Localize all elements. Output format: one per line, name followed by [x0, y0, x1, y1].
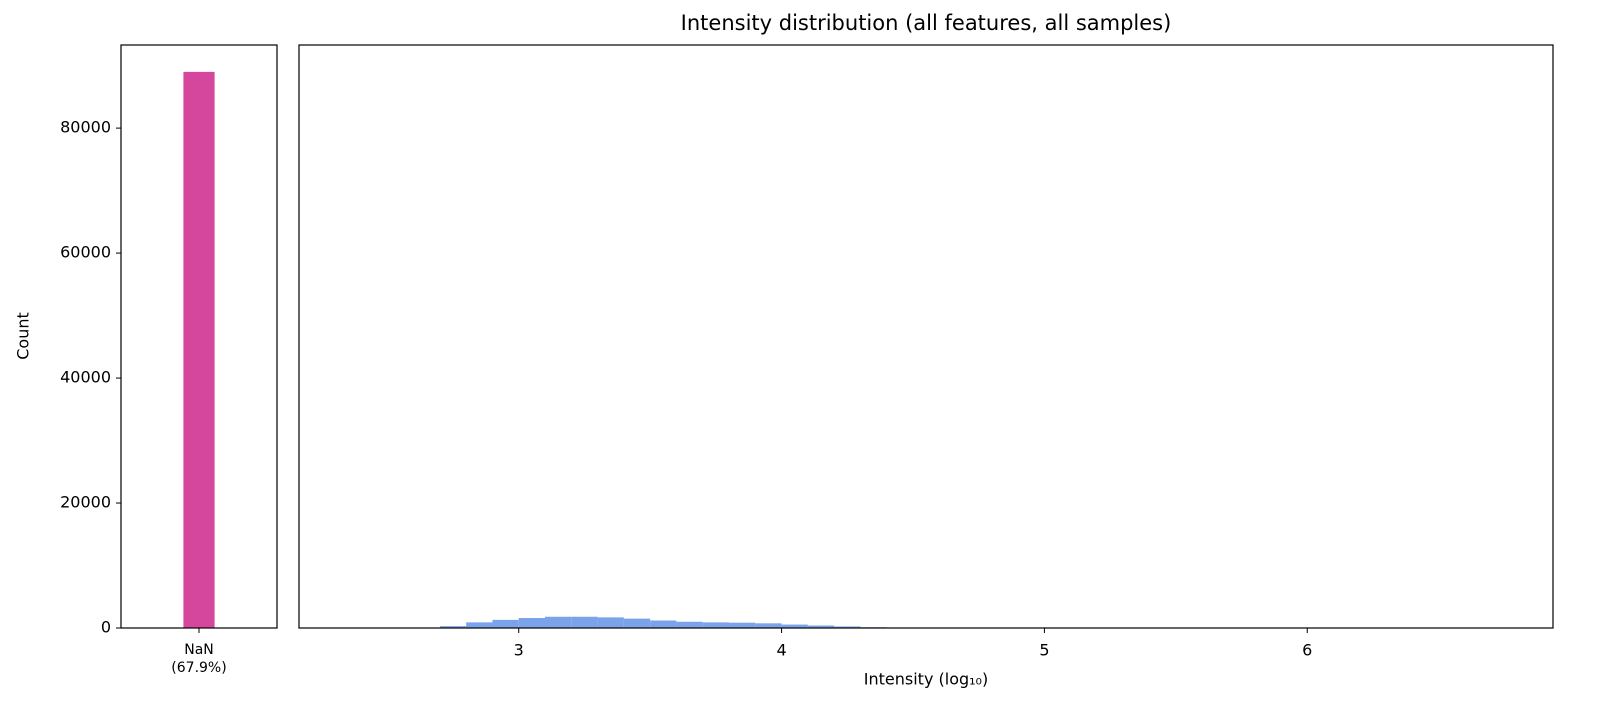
y-tick-label: 40000	[60, 368, 111, 387]
histogram-bar	[571, 616, 598, 628]
histogram-bar	[545, 616, 572, 628]
x-tick-label: NaN (67.9%)	[171, 642, 227, 676]
x-tick-label: 3	[514, 641, 524, 660]
histogram-bar	[781, 624, 808, 628]
y-tick-label: 80000	[60, 118, 111, 137]
histogram-bar	[439, 626, 467, 628]
x-tick-label: 5	[1039, 641, 1049, 660]
x-tick-label: 6	[1302, 641, 1312, 660]
histogram-bar	[729, 622, 756, 628]
histogram-bar	[597, 617, 624, 628]
x-tick-label: 4	[776, 641, 786, 660]
y-axis-label: Count	[14, 312, 33, 360]
x-axis-label: Intensity (log₁₀)	[864, 670, 988, 689]
histogram-bar	[492, 619, 519, 628]
histogram-bar	[807, 625, 835, 628]
y-tick-label: 20000	[60, 493, 111, 512]
histogram-bar	[518, 618, 546, 628]
histogram-bar	[650, 620, 677, 628]
chart-title: Intensity distribution (all features, al…	[681, 11, 1172, 35]
y-tick-label: 0	[101, 618, 111, 637]
histogram-bar	[466, 622, 493, 628]
histogram-bar	[702, 622, 730, 628]
histogram-bar	[623, 618, 651, 628]
bar	[183, 71, 215, 628]
axes-frame	[120, 44, 278, 629]
histogram-bar	[834, 626, 861, 628]
histogram-bar	[676, 621, 703, 628]
histogram-bar	[755, 623, 782, 628]
y-tick-label: 60000	[60, 243, 111, 262]
axes-frame	[298, 44, 1554, 629]
